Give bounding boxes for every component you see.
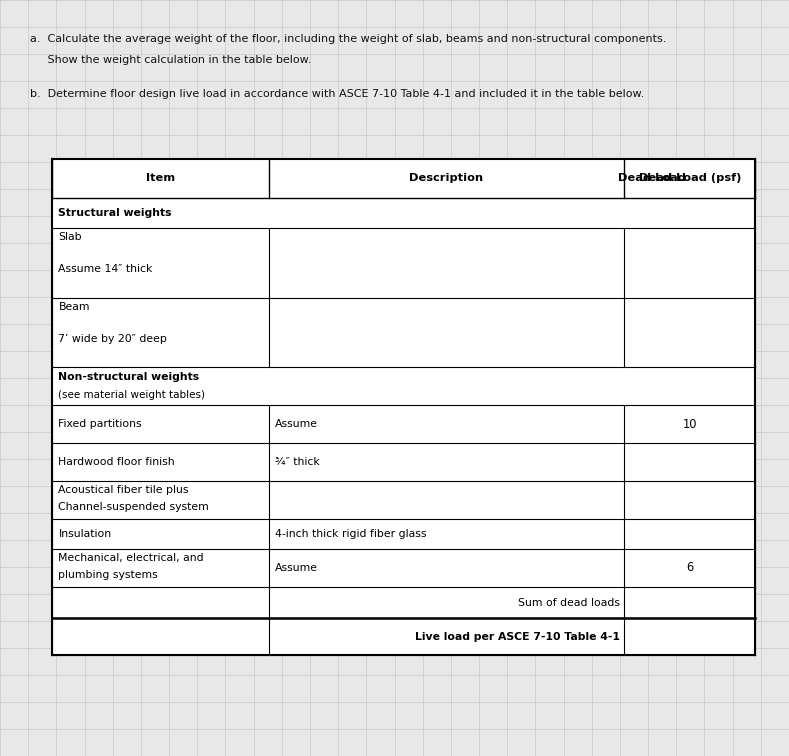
Text: Assume: Assume xyxy=(275,419,318,429)
Text: Dead Load (psf): Dead Load (psf) xyxy=(639,173,742,184)
Bar xyxy=(52,298,755,367)
Text: (see material weight tables): (see material weight tables) xyxy=(58,390,205,400)
Text: Structural weights: Structural weights xyxy=(58,208,172,218)
Bar xyxy=(52,587,755,618)
Text: Acoustical fiber tile plus: Acoustical fiber tile plus xyxy=(58,485,189,494)
Text: Show the weight calculation in the table below.: Show the weight calculation in the table… xyxy=(30,55,312,65)
Text: Item: Item xyxy=(146,173,175,184)
Text: Sum of dead loads: Sum of dead loads xyxy=(518,597,619,608)
Text: Channel-suspended system: Channel-suspended system xyxy=(58,502,209,512)
Bar xyxy=(52,443,755,481)
Bar xyxy=(52,159,755,655)
Text: Beam: Beam xyxy=(58,302,90,311)
Text: 6: 6 xyxy=(686,561,694,575)
Bar xyxy=(52,228,755,298)
Bar xyxy=(52,405,755,443)
Text: Dead Load: Dead Load xyxy=(618,173,690,184)
Bar xyxy=(52,618,755,655)
Text: ¾″ thick: ¾″ thick xyxy=(275,457,320,467)
Text: Hardwood floor finish: Hardwood floor finish xyxy=(58,457,175,467)
Text: 7’ wide by 20″ deep: 7’ wide by 20″ deep xyxy=(58,333,167,344)
Text: 4-inch thick rigid fiber glass: 4-inch thick rigid fiber glass xyxy=(275,528,426,539)
Text: Live load per ASCE 7-10 Table 4-1: Live load per ASCE 7-10 Table 4-1 xyxy=(414,631,619,642)
Text: Assume: Assume xyxy=(275,562,318,573)
Text: a.  Calculate the average weight of the floor, including the weight of slab, bea: a. Calculate the average weight of the f… xyxy=(30,34,667,44)
Text: Insulation: Insulation xyxy=(58,528,111,539)
Text: Assume 14″ thick: Assume 14″ thick xyxy=(58,264,153,274)
Text: b.  Determine floor design live load in accordance with ASCE 7-10 Table 4-1 and : b. Determine floor design live load in a… xyxy=(30,89,645,99)
Text: plumbing systems: plumbing systems xyxy=(58,570,158,580)
Text: Fixed partitions: Fixed partitions xyxy=(58,419,142,429)
Bar xyxy=(52,549,755,587)
Bar xyxy=(52,481,755,519)
Bar xyxy=(52,519,755,549)
Text: Mechanical, electrical, and: Mechanical, electrical, and xyxy=(58,553,204,562)
Text: Slab: Slab xyxy=(58,232,82,242)
Text: Description: Description xyxy=(409,173,484,184)
Text: Non-structural weights: Non-structural weights xyxy=(58,372,200,382)
Text: 10: 10 xyxy=(682,417,697,431)
Bar xyxy=(52,367,755,405)
Bar xyxy=(52,198,755,228)
Bar xyxy=(52,159,755,198)
